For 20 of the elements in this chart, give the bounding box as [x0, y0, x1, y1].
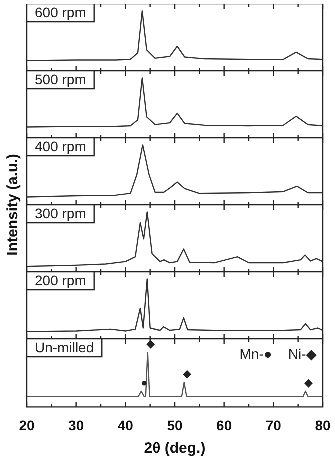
annotation: Ni-◆	[288, 346, 318, 362]
annotation: Mn-●	[240, 346, 272, 362]
x-tick-label: 20	[19, 417, 35, 434]
x-tick-label: 30	[68, 417, 84, 434]
chart-title: 600 rpm	[35, 4, 86, 20]
chart-title: 300 rpm	[35, 205, 86, 222]
x-tick-label: 70	[266, 417, 282, 434]
y-axis-title: Intensity (a.u.)	[4, 154, 22, 256]
x-tick-label: 80	[315, 417, 331, 434]
x-tick-label: 40	[118, 417, 134, 434]
annotation: ◆	[146, 338, 156, 351]
x-axis-title: 2θ (deg.)	[144, 440, 206, 457]
chart-title: 500 rpm	[35, 71, 86, 88]
chart-title: 200 rpm	[35, 272, 86, 288]
annotation: ◆	[183, 368, 192, 381]
chart-title: Un-milled	[35, 339, 94, 356]
chart-title: 400 rpm	[35, 138, 86, 154]
x-tick-label: 50	[167, 417, 183, 434]
annotation: ◆	[304, 377, 314, 390]
x-tick-label: 60	[216, 417, 232, 434]
